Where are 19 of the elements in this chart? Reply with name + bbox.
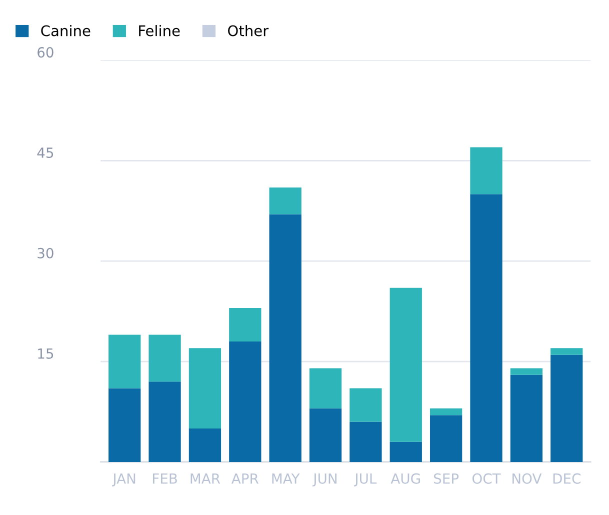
x-tick-label: APR (231, 473, 259, 484)
x-tick-label: MAY (272, 473, 300, 484)
x-tick-label: JUL (354, 473, 377, 486)
x-tick-label: JUN (312, 473, 336, 486)
y-tick-label: 15 (38, 348, 54, 359)
x-tick-label: FEB (152, 473, 177, 484)
y-tick-label: 45 (37, 148, 54, 158)
y-tick-label: 30 (38, 248, 54, 258)
x-tick-label: SEP (434, 473, 459, 484)
legend-label: Canine (41, 24, 90, 36)
x-tick-label: OCT (472, 473, 501, 484)
legend-label: Other (228, 24, 269, 36)
x-tick-label: DEC (553, 473, 580, 484)
legend-label: Feline (139, 24, 180, 36)
x-tick-label: JAN (112, 473, 136, 486)
x-tick-label: AUG (390, 473, 420, 484)
y-tick-label: 60 (38, 47, 54, 58)
x-tick-label: NOV (512, 473, 542, 484)
x-tick-label: MAR (190, 473, 220, 484)
